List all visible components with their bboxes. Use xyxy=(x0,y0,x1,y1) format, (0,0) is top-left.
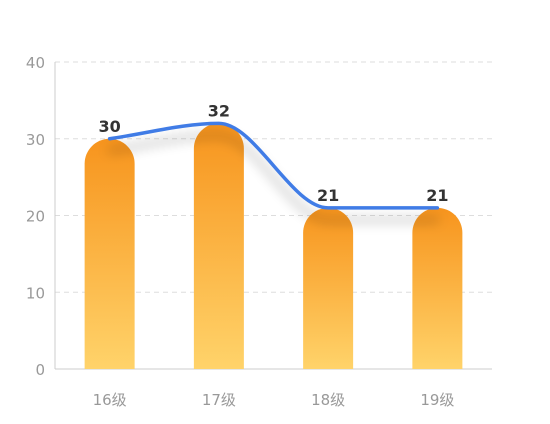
x-tick-label: 17级 xyxy=(202,391,236,409)
y-tick-label: 0 xyxy=(35,361,45,379)
data-label: 32 xyxy=(208,101,230,120)
y-tick-label: 20 xyxy=(26,208,45,226)
bar-16级 xyxy=(84,138,135,369)
y-tick-label: 10 xyxy=(26,284,45,302)
x-tick-label: 16级 xyxy=(93,391,127,409)
data-label: 21 xyxy=(426,186,448,205)
y-tick-label: 30 xyxy=(26,131,45,149)
x-tick-label: 19级 xyxy=(420,391,454,409)
data-label: 21 xyxy=(317,186,339,205)
data-labels: 30 32 21 21 xyxy=(98,101,448,204)
bar-19级 xyxy=(412,207,463,369)
y-tick-label: 40 xyxy=(26,54,45,72)
trend-line xyxy=(107,121,440,210)
bar-18级 xyxy=(303,207,354,369)
trend-line-group xyxy=(107,121,440,210)
x-tick-label: 18级 xyxy=(311,391,345,409)
data-label: 30 xyxy=(98,117,120,136)
bar-17级 xyxy=(193,123,244,369)
bars xyxy=(84,123,463,369)
